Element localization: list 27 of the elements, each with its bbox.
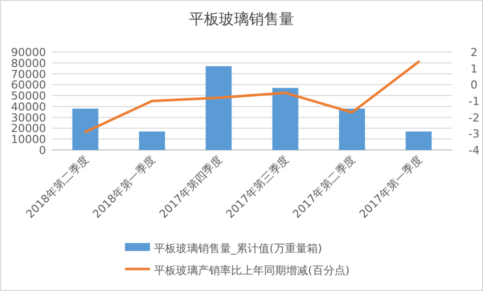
y-tick-label: 80000: [11, 56, 46, 70]
y-tick-label: 70000: [11, 68, 46, 81]
bar: [72, 108, 98, 150]
y2-tick-label: -2: [468, 111, 480, 124]
y-tick-label: 20000: [11, 122, 46, 136]
chart-title: 平板玻璃销售量: [189, 10, 294, 28]
y2-tick-label: 1: [470, 62, 478, 76]
legend-label: 平板玻璃产销率比上年同期增减(百分点): [154, 264, 350, 277]
bar: [339, 108, 365, 150]
y-tick-label: 30000: [11, 111, 46, 124]
bar: [206, 66, 232, 150]
bar: [272, 88, 298, 150]
legend-label: 平板玻璃销售量_累计值(万重量箱): [154, 242, 322, 255]
y-tick-label: 10000: [11, 133, 46, 146]
y2-tick-label: -3: [468, 128, 480, 141]
y-tick-label: 0: [39, 144, 46, 157]
y2-tick-label: 2: [470, 46, 478, 59]
bar: [406, 131, 432, 150]
y-tick-label: 90000: [11, 46, 46, 59]
y2-tick-label: -1: [468, 95, 480, 108]
line-series: [84, 60, 420, 134]
y-tick-label: 50000: [11, 90, 46, 103]
bar: [139, 131, 165, 150]
y2-tick-label: 0: [470, 78, 478, 92]
y-tick-label: 60000: [11, 78, 46, 92]
y-tick-label: 40000: [11, 100, 46, 114]
y2-tick-label: -4: [468, 144, 480, 157]
